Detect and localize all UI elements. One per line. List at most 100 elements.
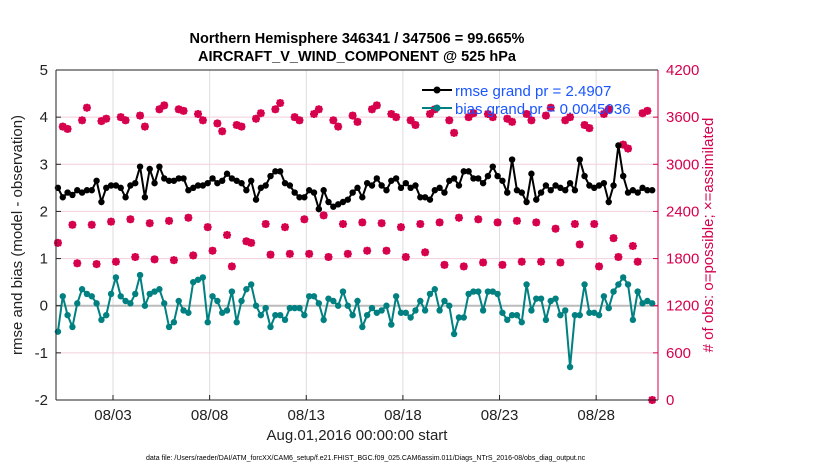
obs-count-point [440, 260, 449, 269]
rmse-point [122, 194, 129, 201]
obs-count-point [633, 257, 642, 266]
bias-point [441, 297, 448, 305]
obs-assimilated-marker [242, 237, 251, 246]
y2-tick-label: 4200 [666, 62, 699, 79]
rmse-point [383, 187, 390, 194]
rmse-point [170, 177, 178, 184]
obs-assimilated-marker [232, 121, 241, 129]
obs-count-point [247, 238, 256, 247]
rmse-point [330, 203, 337, 210]
rmse-point [223, 170, 231, 177]
y2-tick-label: 600 [666, 345, 691, 362]
bias-point [392, 293, 400, 300]
obs-assimilated-marker [512, 216, 521, 225]
obs-count-point [338, 220, 347, 228]
obs-count-point [169, 256, 178, 265]
rmse-point [484, 172, 492, 180]
obs-count-point [261, 220, 270, 228]
bias-point [446, 302, 453, 309]
obs-assimilated-marker [469, 109, 478, 118]
bias-point [281, 316, 289, 324]
obs-count-point [599, 110, 608, 118]
obs-count-point [145, 219, 154, 228]
rmse-point [639, 184, 646, 192]
rmse-point [402, 179, 409, 187]
obs-count-point [82, 103, 91, 112]
rmse-point [363, 179, 371, 187]
obs-count-point [624, 144, 633, 153]
obs-assimilated-marker [425, 110, 434, 118]
obs-assimilated-marker [353, 117, 362, 126]
obs-count-point [546, 103, 555, 112]
x-tick-label: 08/18 [384, 407, 422, 424]
obs-assimilated-marker [78, 116, 87, 125]
obs-assimilated-marker [488, 113, 497, 122]
obs-assimilated-marker [387, 110, 396, 118]
y2-tick-label: 3600 [666, 109, 699, 126]
obs-assimilated-marker [126, 215, 135, 224]
bias-point [571, 311, 579, 319]
bias-point [470, 288, 477, 295]
bias-point [296, 304, 303, 312]
rmse-point [315, 205, 323, 213]
rmse-line [57, 145, 653, 213]
bias-point [252, 302, 260, 309]
rmse-point [69, 191, 76, 199]
obs-assimilated-marker [169, 256, 178, 265]
obs-count-point [63, 124, 72, 133]
obs-count-point [314, 105, 323, 114]
rmse-point [518, 189, 525, 196]
rmse-point [204, 179, 211, 187]
obs-count-point [537, 257, 546, 266]
obs-assimilated-marker [367, 105, 376, 114]
obs-assimilated-marker [624, 144, 633, 153]
obs-count-point [421, 248, 430, 257]
legend: rmse grand pr = 2.4907 bias grand pr = 0… [422, 83, 631, 118]
rmse-point [359, 194, 366, 201]
rmse-point [185, 187, 192, 194]
bias-point [228, 288, 236, 295]
obs-assimilated-marker [281, 223, 290, 232]
bias-point [383, 302, 390, 309]
obs-assimilated-marker [68, 220, 77, 229]
obs-assimilated-marker [310, 110, 318, 118]
rmse-point [349, 189, 356, 196]
rmse-point [629, 187, 637, 194]
obs-assimilated-marker [237, 122, 246, 131]
obs-assimilated-marker [179, 106, 188, 115]
x-axis-label: Aug.01,2016 00:00:00 start [267, 427, 449, 444]
x-tick-label: 08/23 [481, 407, 519, 424]
rmse-point [591, 184, 598, 192]
obs-assimilated-marker [348, 111, 357, 120]
obs-assimilated-marker [551, 224, 560, 233]
bias-point [199, 274, 207, 281]
bias-point [349, 311, 356, 319]
bias-point [238, 297, 245, 305]
rmse-point [624, 189, 632, 196]
obs-count-point [198, 116, 207, 125]
obs-assimilated-marker [416, 220, 425, 228]
bias-point [518, 319, 525, 326]
obs-count-point [517, 257, 526, 266]
obs-count-point [474, 215, 483, 224]
bias-point [223, 307, 231, 314]
rmse-point [644, 187, 651, 194]
obs-assimilated-marker [252, 114, 261, 123]
rmse-point [247, 177, 255, 184]
bias-point [330, 297, 337, 305]
obs-count-point [566, 113, 575, 122]
rmse-point [325, 198, 332, 206]
obs-assimilated-marker [498, 260, 507, 269]
rmse-point [354, 184, 361, 192]
rmse-point [98, 198, 105, 206]
obs-count-point [295, 116, 304, 125]
rmse-point [421, 194, 429, 201]
bias-point [112, 274, 120, 281]
bias-point [132, 290, 139, 298]
rmse-point [542, 182, 550, 189]
bias-point [122, 297, 129, 305]
obs-assimilated-marker [541, 111, 550, 120]
bias-point [305, 293, 313, 300]
rmse-point [243, 187, 250, 194]
